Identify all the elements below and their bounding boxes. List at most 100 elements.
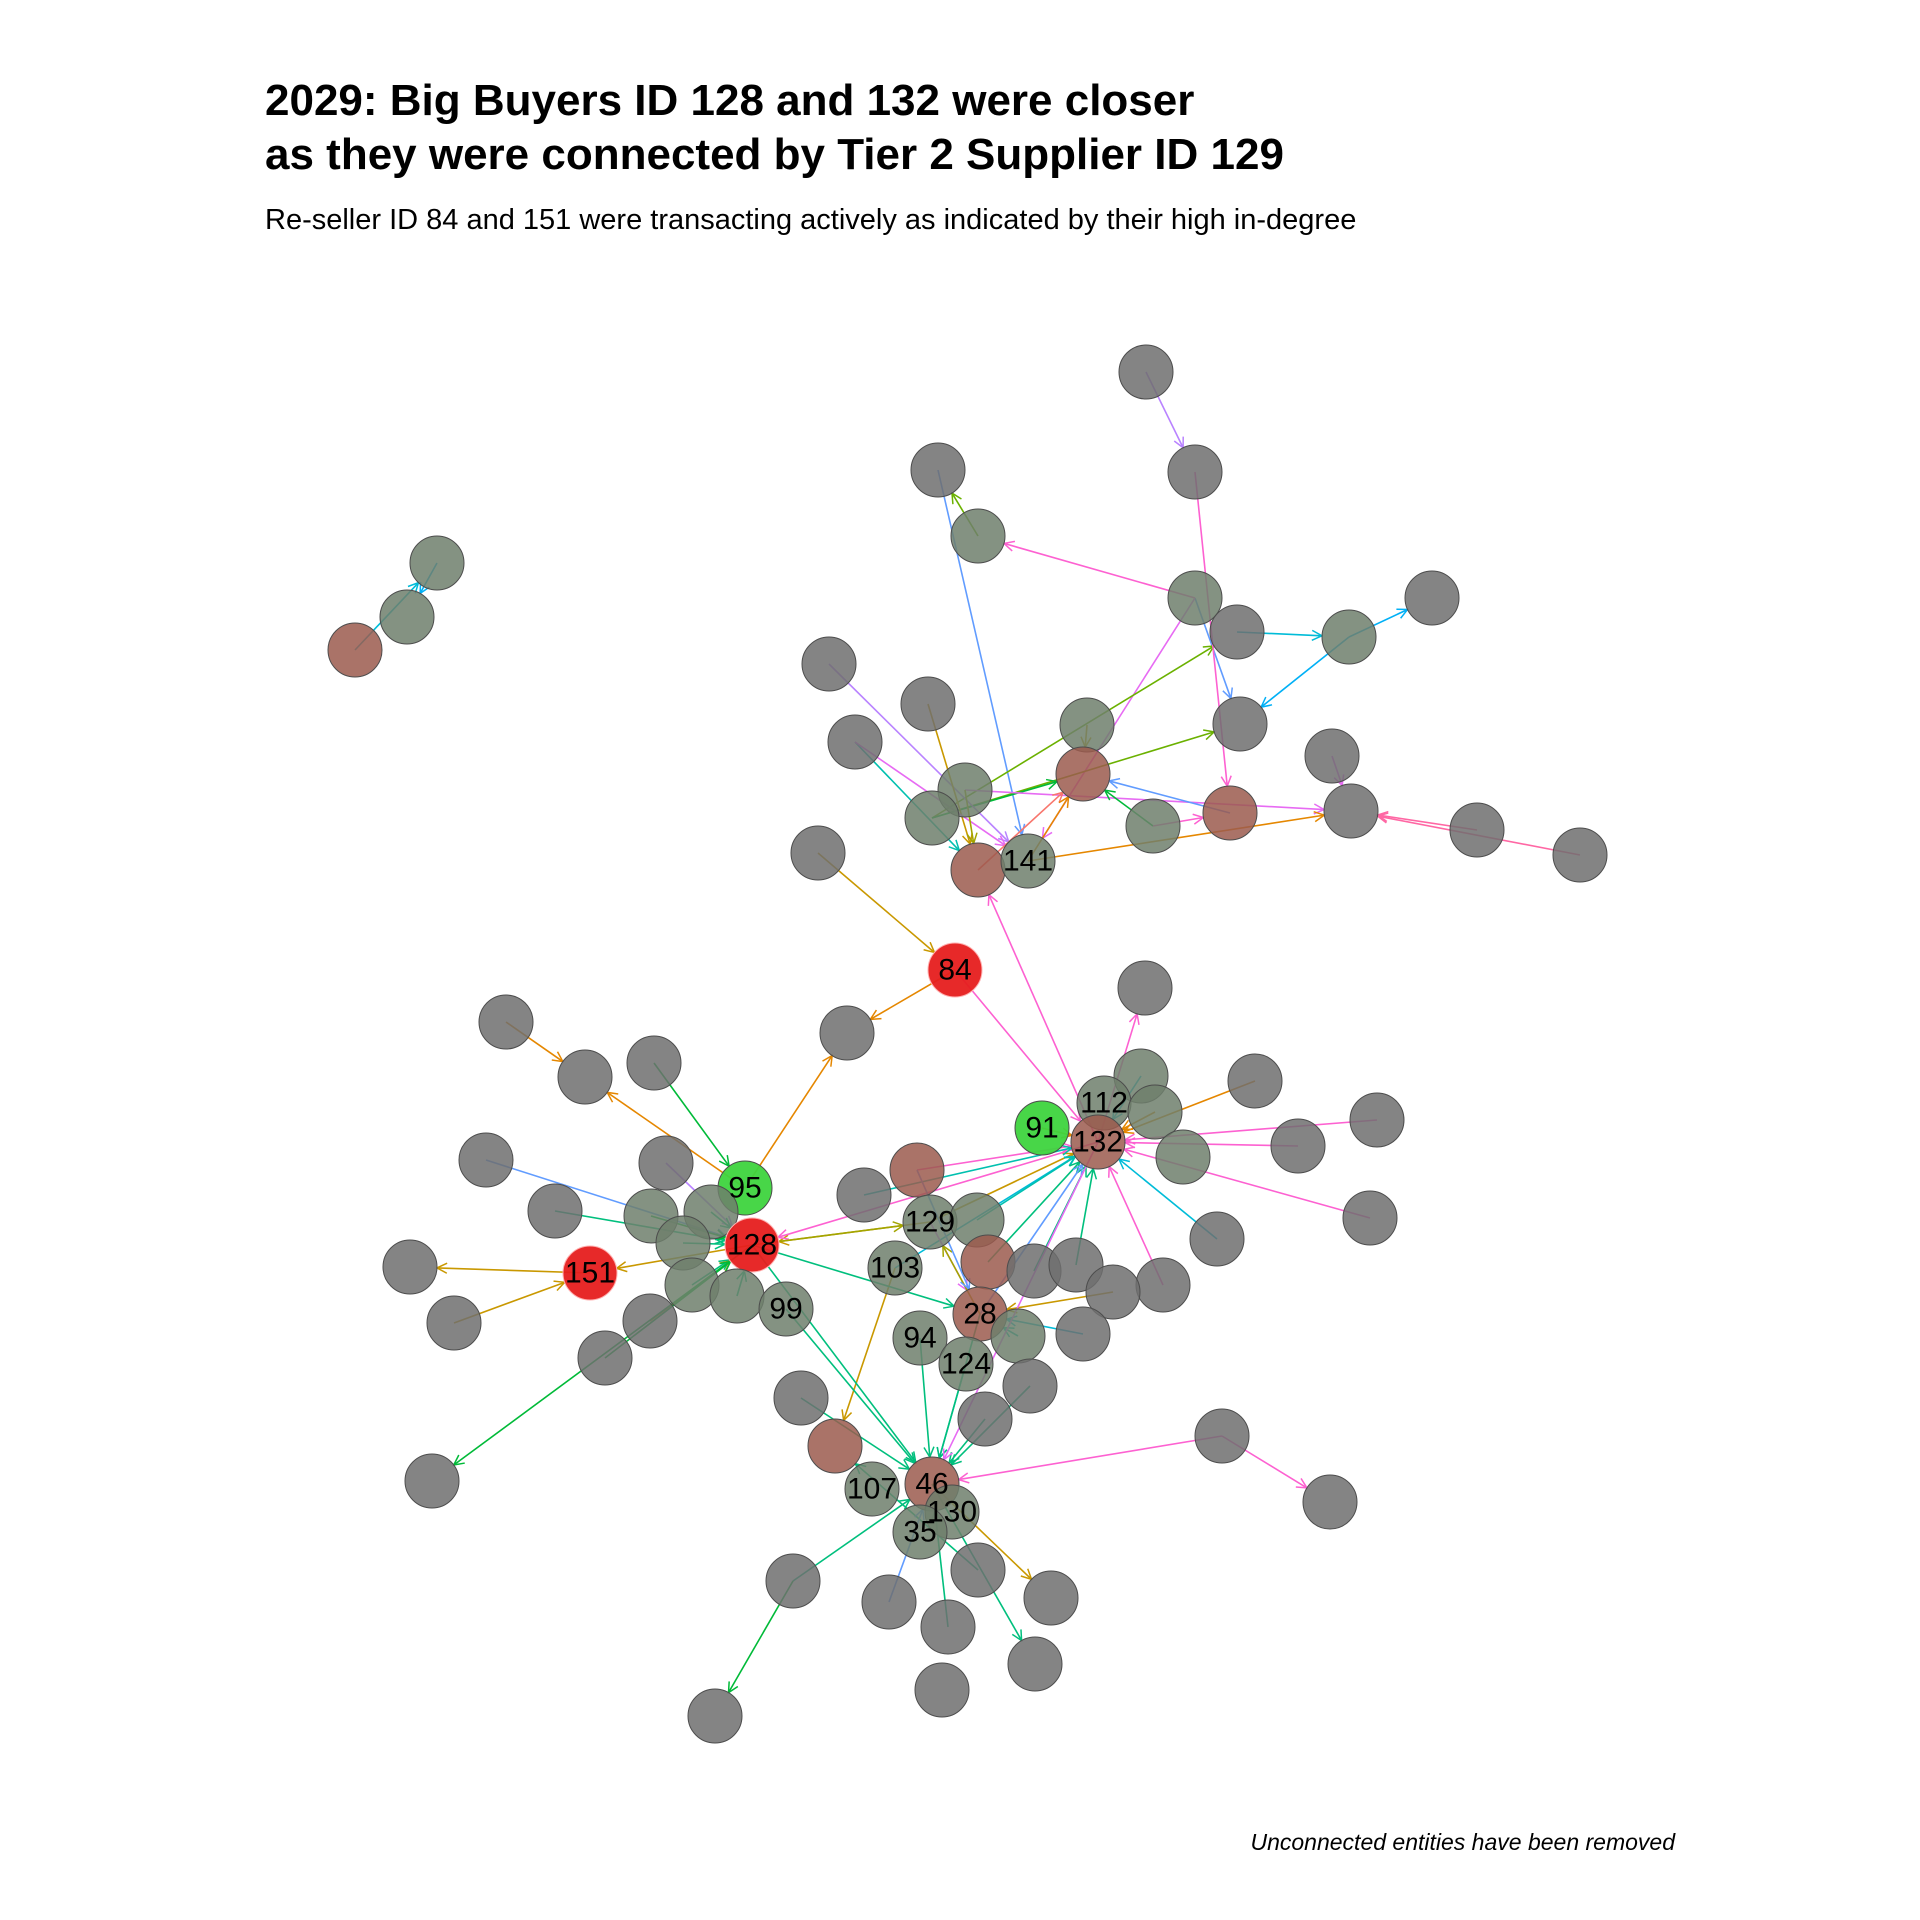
- node-label-151: 151: [565, 1257, 615, 1290]
- edge-n99-n46: [785, 1308, 915, 1463]
- node-a13: [900, 676, 956, 732]
- chart-title: 2029: Big Buyers ID 128 and 132 were clo…: [265, 76, 1284, 179]
- node-a60: [990, 1308, 1046, 1364]
- node-n141: [1000, 833, 1056, 889]
- node-a5: [409, 535, 465, 591]
- node-a71: [950, 1542, 1006, 1598]
- node-a73: [1023, 1570, 1079, 1626]
- node-a74: [920, 1599, 976, 1655]
- edge-n132-n128: [778, 1141, 1099, 1237]
- node-a14: [1059, 697, 1115, 753]
- edge-n128-n28: [751, 1244, 954, 1306]
- edge-n128-n46: [751, 1244, 916, 1462]
- node-label-107: 107: [847, 1473, 897, 1506]
- node-a15: [1212, 696, 1268, 752]
- node-a76: [914, 1662, 970, 1718]
- edge-a8-a4: [1004, 543, 1196, 599]
- node-n91: [1014, 1100, 1070, 1156]
- node-a43: [527, 1183, 583, 1239]
- node-a77: [687, 1688, 743, 1744]
- node-n35: [892, 1504, 948, 1560]
- node-a62: [577, 1330, 633, 1386]
- node-a1: [1118, 344, 1174, 400]
- node-a29: [478, 994, 534, 1050]
- node-a24: [1449, 802, 1505, 858]
- node-a64: [773, 1370, 829, 1426]
- node-a63: [1002, 1358, 1058, 1414]
- node-a11: [1404, 570, 1460, 626]
- node-label-132: 132: [1073, 1126, 1123, 1159]
- node-a20: [904, 790, 960, 846]
- edge-n28-n132: [979, 1164, 1083, 1315]
- node-a12: [801, 636, 857, 692]
- node-a34: [1227, 1053, 1283, 1109]
- node-n124: [938, 1336, 994, 1392]
- chart-caption: Unconnected entities have been removed: [1250, 1829, 1675, 1855]
- node-label-94: 94: [903, 1322, 936, 1355]
- node-a37: [1349, 1092, 1405, 1148]
- node-a36: [1270, 1118, 1326, 1174]
- edge-a19-a23: [964, 789, 1324, 810]
- node-a42: [836, 1167, 892, 1223]
- node-a2: [1167, 444, 1223, 500]
- node-a27: [950, 842, 1006, 898]
- node-n103: [867, 1240, 923, 1296]
- edge-n84-n132: [954, 969, 1081, 1121]
- node-label-84: 84: [938, 954, 971, 987]
- node-a30: [819, 1005, 875, 1061]
- node-a23: [1323, 783, 1379, 839]
- node-a68: [1302, 1474, 1358, 1530]
- node-a21: [1125, 798, 1181, 854]
- node-a41: [889, 1142, 945, 1198]
- node-a18: [1304, 728, 1360, 784]
- node-a7: [327, 622, 383, 678]
- node-a26: [790, 825, 846, 881]
- node-a25: [1552, 827, 1608, 883]
- node-a47: [1342, 1190, 1398, 1246]
- node-a35: [1127, 1084, 1183, 1140]
- node-a3: [910, 442, 966, 498]
- node-a66: [1194, 1408, 1250, 1464]
- node-a8: [1167, 570, 1223, 626]
- node-n99: [758, 1281, 814, 1337]
- node-a39: [458, 1132, 514, 1188]
- node-a56: [709, 1268, 765, 1324]
- node-n107: [844, 1461, 900, 1517]
- node-a6: [379, 589, 435, 645]
- node-label-112: 112: [1080, 1087, 1128, 1120]
- node-label-28: 28: [963, 1298, 996, 1331]
- node-n132: [1070, 1114, 1126, 1170]
- node-a59: [1085, 1264, 1141, 1320]
- node-a57: [426, 1295, 482, 1351]
- node-n128: [724, 1217, 780, 1273]
- node-a67: [807, 1418, 863, 1474]
- node-a17: [1055, 746, 1111, 802]
- label-layer: 141 84 112 91 132 95 129 128 151 103 99 …: [565, 845, 1128, 1549]
- node-a54: [1135, 1257, 1191, 1313]
- node-a65: [957, 1391, 1013, 1447]
- node-a58: [622, 1293, 678, 1349]
- node-a75: [1007, 1636, 1063, 1692]
- node-label-128: 128: [727, 1229, 777, 1262]
- edge-a66-n46: [959, 1435, 1223, 1480]
- node-label-103: 103: [870, 1252, 920, 1285]
- node-n151: [562, 1245, 618, 1301]
- node-label-141: 141: [1003, 845, 1053, 878]
- node-label-129: 129: [905, 1206, 955, 1239]
- node-a38: [1155, 1129, 1211, 1185]
- node-a28: [1117, 960, 1173, 1016]
- node-label-124: 124: [941, 1348, 991, 1381]
- node-label-46: 46: [915, 1468, 948, 1501]
- edge-a36-n132: [1125, 1143, 1299, 1146]
- node-a16: [827, 714, 883, 770]
- node-layer: [327, 344, 1608, 1744]
- node-label-95: 95: [728, 1172, 761, 1205]
- node-a70: [765, 1553, 821, 1609]
- node-a61: [1055, 1306, 1111, 1362]
- node-n84: [927, 942, 983, 998]
- node-a10: [1321, 609, 1377, 665]
- node-a31: [557, 1049, 613, 1105]
- node-a22: [1202, 785, 1258, 841]
- node-a72: [861, 1574, 917, 1630]
